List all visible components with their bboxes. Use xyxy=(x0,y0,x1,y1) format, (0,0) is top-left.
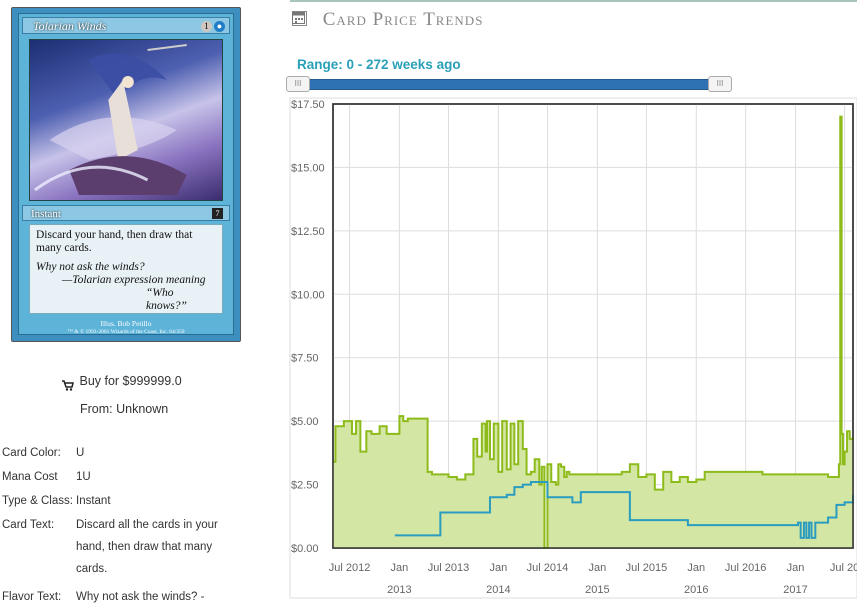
detail-key: Type & Class: xyxy=(2,495,73,507)
section-title: Card Price Trends xyxy=(292,9,483,31)
card-image-title: Tolarian Winds 1 ● xyxy=(22,17,230,34)
y-tick-label: $12.50 xyxy=(291,226,325,238)
price-trends-panel: Card Price Trends Range: 0 - 272 weeks a… xyxy=(280,0,857,600)
x-tick-label: Jan xyxy=(490,562,508,574)
detail-row-card-text: Card Text: Discard all the cards in your… xyxy=(2,518,242,580)
x-year-label: 2016 xyxy=(684,584,708,596)
copyright-text: ™ & © 1993-2001 Wizards of the Coast, In… xyxy=(67,329,185,335)
detail-key: Card Color: xyxy=(2,447,61,459)
card-type-line: Instant 7 xyxy=(22,205,230,221)
flavor-line-3: “Who knows?” xyxy=(146,287,187,312)
card-art xyxy=(29,39,223,201)
y-tick-label: $10.00 xyxy=(291,289,325,301)
card-panel: Tolarian Winds 1 ● Instant xyxy=(0,0,270,603)
slider-handle-right[interactable]: III xyxy=(708,76,732,92)
card-flavor-text: Why not ask the winds? —Tolarian express… xyxy=(36,261,216,313)
y-tick-label: $15.00 xyxy=(291,162,325,174)
x-tick-label: Jan xyxy=(687,562,705,574)
detail-value: Why not ask the winds? - xyxy=(76,591,205,603)
detail-row-flavor: Flavor Text: Why not ask the winds? - xyxy=(2,590,242,604)
detail-value: Discard all the cards in your hand, then… xyxy=(76,519,218,575)
card-text-box: Discard your hand, then draw that many c… xyxy=(29,224,223,314)
card-art-illustration xyxy=(34,44,187,195)
card-image: Tolarian Winds 1 ● Instant xyxy=(11,7,241,342)
detail-key: Mana Cost xyxy=(2,471,58,483)
y-tick-label: $7.50 xyxy=(291,353,319,365)
slider-track[interactable] xyxy=(286,79,732,90)
x-tick-label: Jul 2016 xyxy=(725,562,767,574)
buy-link[interactable]: Buy for $999999.0 xyxy=(62,374,182,391)
card-details: Card Color: U Mana Cost 1U Type & Class:… xyxy=(2,446,242,614)
y-tick-label: $5.00 xyxy=(291,416,319,428)
buy-label[interactable]: Buy for $999999.0 xyxy=(79,374,182,388)
x-year-label: 2014 xyxy=(486,584,510,596)
x-tick-label: Jul 2014 xyxy=(527,562,569,574)
detail-row-color: Card Color: U xyxy=(2,446,242,460)
cart-icon xyxy=(62,374,76,391)
x-tick-label: Jul 2015 xyxy=(626,562,668,574)
detail-row-type: Type & Class: Instant xyxy=(2,494,242,508)
y-tick-label: $2.50 xyxy=(291,480,319,492)
x-year-label: 2017 xyxy=(783,584,807,596)
x-tick-label: Jan xyxy=(391,562,409,574)
plot-border xyxy=(332,103,854,549)
series-line-green xyxy=(333,115,854,549)
range-slider[interactable]: III III xyxy=(286,76,732,92)
card-frame: Tolarian Winds 1 ● Instant xyxy=(18,13,234,335)
x-year-label: 2013 xyxy=(387,584,411,596)
price-chart-svg: $0.00 $2.50 $5.00 $7.50 $10.00 $12.50 $15.00 $1… xyxy=(289,97,857,599)
flavor-line-2: —Tolarian expression meaning xyxy=(62,274,206,286)
card-illustrator: Illus. Bob Petillo ™ & © 1993-2001 Wizar… xyxy=(19,319,233,337)
x-year-label: 2015 xyxy=(585,584,609,596)
y-tick-label: $17.50 xyxy=(291,99,325,111)
price-chart: $0.00 $2.50 $5.00 $7.50 $10.00 $12.50 $15.00 $1… xyxy=(280,96,857,600)
detail-key: Card Text: xyxy=(2,519,55,531)
flavor-line-1: Why not ask the winds? xyxy=(36,261,145,273)
illustrator-text: Illus. Bob Petillo xyxy=(100,319,152,328)
x-tick-label: Jan xyxy=(588,562,606,574)
seller-from: From: Unknown xyxy=(80,402,169,416)
card-image-title-text: Tolarian Winds xyxy=(33,19,107,33)
detail-key: Flavor Text: xyxy=(2,591,62,603)
y-tick-label: $0.00 xyxy=(291,543,319,555)
detail-row-mana-cost: Mana Cost 1U xyxy=(2,470,242,484)
section-title-text: Card Price Trends xyxy=(322,9,484,30)
set-symbol-icon: 7 xyxy=(212,208,223,219)
slider-handle-left[interactable]: III xyxy=(286,76,310,92)
x-tick-label: Jul 2012 xyxy=(329,562,371,574)
mana-blue-icon: ● xyxy=(214,21,225,32)
x-tick-label: Jul 2013 xyxy=(428,562,470,574)
x-tick-label: Jul 20 xyxy=(830,562,857,574)
card-rules-text: Discard your hand, then draw that many c… xyxy=(36,229,193,254)
detail-value: U xyxy=(76,447,85,459)
series-line-blue xyxy=(394,481,854,539)
detail-value: 1U xyxy=(76,471,91,483)
header-divider xyxy=(290,0,857,2)
x-tick-label: Jan xyxy=(787,562,805,574)
range-label: Range: 0 - 272 weeks ago xyxy=(297,57,461,72)
series-area-fill xyxy=(333,116,853,548)
mana-generic-icon: 1 xyxy=(201,21,212,32)
mana-symbols: 1 ● xyxy=(201,21,225,32)
calendar-icon xyxy=(292,11,307,26)
detail-value: Instant xyxy=(76,495,111,507)
card-type-text: Instant xyxy=(31,208,61,220)
